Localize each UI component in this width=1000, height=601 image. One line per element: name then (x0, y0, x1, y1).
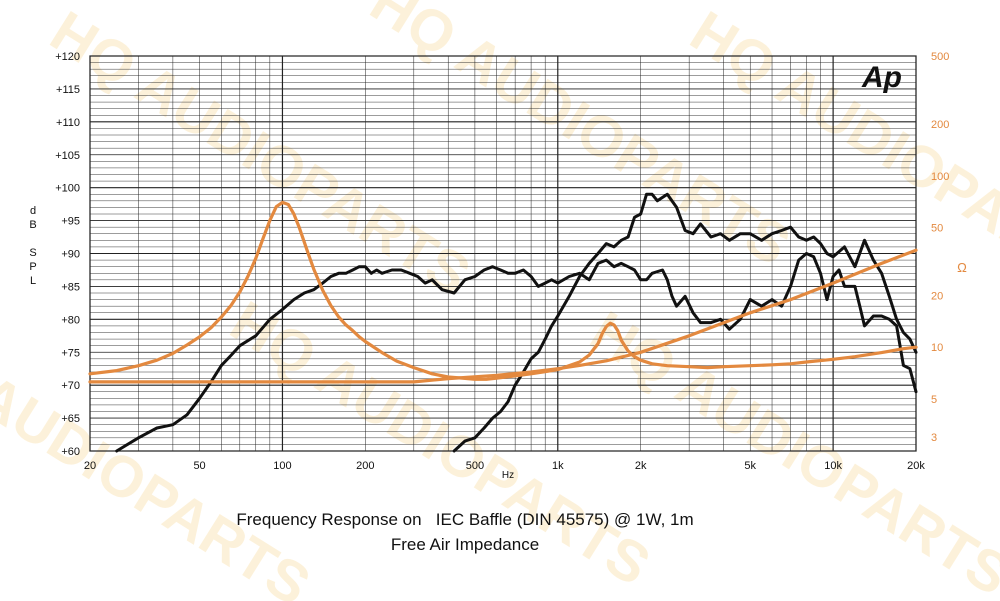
y-tick-label-left: +115 (56, 84, 80, 96)
y-tick-label-left: +100 (55, 183, 80, 195)
x-tick-label: 20k (907, 460, 925, 472)
grid (89, 55, 917, 452)
y-tick-label-left: +65 (61, 413, 80, 425)
y-tick-label-right: 100 (931, 171, 949, 183)
logo: Ap (861, 61, 902, 94)
y-tick-label-left: +60 (61, 446, 80, 458)
y-tick-label-left: +70 (61, 380, 80, 392)
x-tick-label: 1k (552, 460, 564, 472)
y-axis-label-left-char: L (30, 275, 36, 287)
y-tick-label-right: 50 (931, 222, 943, 234)
y-tick-label-right: 20 (931, 291, 943, 303)
y-axis-label-left-char: S (29, 247, 36, 259)
axes: +60 +65 +70 +75 +80 +85 +90 +95 +100 +105 +110 +115… (29, 51, 967, 481)
x-tick-label: 10k (824, 460, 842, 472)
caption-line-2: Free Air Impedance (390, 535, 540, 554)
x-tick-label: 200 (356, 460, 374, 472)
y-tick-label-left: +105 (55, 150, 80, 162)
y-tick-label-right: 5 (931, 394, 937, 406)
x-tick-label: 5k (744, 460, 756, 472)
x-tick-label: 100 (273, 460, 291, 472)
x-axis-label: Hz (502, 470, 514, 481)
series-line-2 (452, 192, 918, 453)
series-line-4 (88, 248, 918, 384)
y-tick-label-left: +95 (61, 216, 80, 228)
y-tick-label-left: +80 (61, 314, 80, 326)
y-tick-label-left: +85 (61, 281, 80, 293)
series-layer (88, 192, 918, 453)
y-axis-label-left-char: d (30, 205, 36, 217)
y-axis-label-left-char: B (29, 219, 36, 231)
watermark-text: HQ AUDIOPARTS (680, 0, 1000, 308)
y-tick-label-left: +110 (56, 117, 80, 129)
y-tick-label-right: 500 (931, 51, 949, 63)
y-tick-label-right: 200 (931, 119, 949, 131)
y-tick-label-right: 10 (931, 342, 943, 354)
x-tick-label: 20 (84, 460, 96, 472)
y-tick-label-left: +120 (55, 51, 80, 63)
caption-line-1: Frequency Response on IEC Baffle (DIN 45… (236, 510, 694, 529)
x-tick-label: 500 (466, 460, 484, 472)
y-tick-label-left: +90 (61, 249, 80, 261)
y-tick-label-left: +75 (61, 347, 80, 359)
y-axis-label-right: Ω (957, 260, 967, 275)
x-tick-label: 50 (193, 460, 205, 472)
y-axis-label-left-char: P (29, 261, 36, 273)
x-tick-label: 2k (635, 460, 647, 472)
y-tick-label-right: 3 (931, 432, 937, 444)
series-line-1 (115, 252, 918, 453)
